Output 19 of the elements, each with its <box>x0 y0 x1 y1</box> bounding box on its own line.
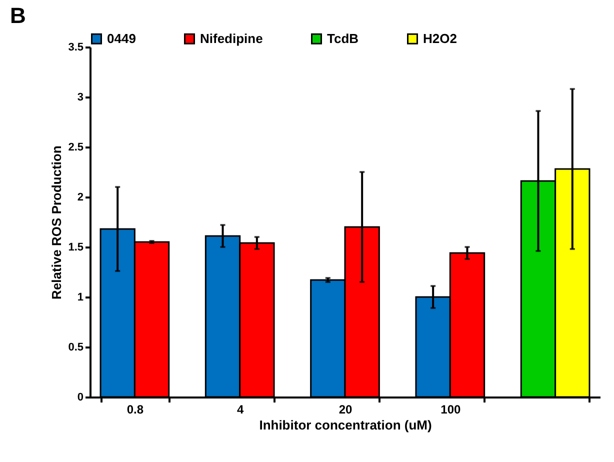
y-tick-label: 3.5 <box>68 42 84 54</box>
text: B <box>10 3 26 28</box>
y-tick-label: 2 <box>77 192 84 204</box>
y-tick-label: 0 <box>77 392 84 404</box>
y-tick-label: 2.5 <box>68 142 84 154</box>
x-tick-label: 100 <box>440 402 461 416</box>
legend-label: H2O2 <box>423 30 457 46</box>
x-axis-title: Inhibitor concentration (uM) <box>259 418 432 432</box>
legend-label: TcdB <box>327 30 359 46</box>
y-axis-title: Relative ROS Production <box>49 146 64 300</box>
x-tick-label: 20 <box>338 402 352 416</box>
x-tick-label: 0.8 <box>126 402 144 416</box>
x-tick-label: 4 <box>237 402 244 416</box>
y-tick-label: 1.5 <box>68 242 84 254</box>
legend-label: Nifedipine <box>200 30 263 46</box>
y-tick-label: 3 <box>77 92 84 104</box>
y-tick-label: 1 <box>77 292 84 304</box>
y-tick-label: 0.5 <box>68 342 84 354</box>
legend-label: 0449 <box>107 30 136 46</box>
